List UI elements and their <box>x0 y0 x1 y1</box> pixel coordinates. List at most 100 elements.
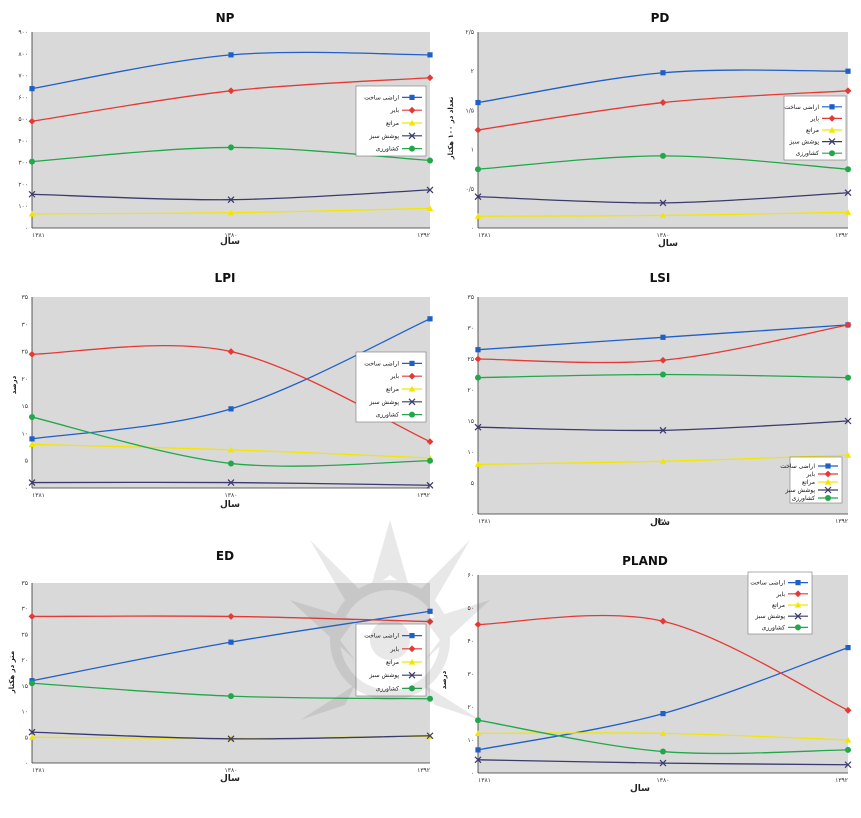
series-green <box>28 479 434 489</box>
legend-marker <box>408 372 416 380</box>
series-agri <box>475 152 851 173</box>
data-point <box>474 126 482 134</box>
chart-title: PD <box>651 11 670 25</box>
data-point <box>228 460 234 467</box>
data-point <box>845 645 851 651</box>
data-point <box>426 74 434 82</box>
data-point <box>660 152 666 159</box>
legend-label: کشاورزی <box>376 146 400 153</box>
legend-marker <box>824 478 832 485</box>
data-point <box>228 144 234 151</box>
y-axis-label: درصد <box>10 375 18 394</box>
data-point <box>475 347 481 353</box>
data-point <box>659 212 667 219</box>
legend-label: اراضی ساخت <box>784 104 819 111</box>
data-point <box>28 441 36 447</box>
legend-marker <box>828 138 836 146</box>
x-tick-label: ۱۳۹۲ <box>835 777 848 784</box>
series-built <box>475 645 851 753</box>
legend-marker <box>409 633 415 639</box>
y-tick-label: ۰ <box>25 485 28 492</box>
series-barren <box>474 87 852 134</box>
legend-marker <box>409 145 415 152</box>
x-tick-label: ۱۳۸۰ <box>657 777 670 784</box>
data-point <box>474 355 482 363</box>
data-point <box>427 52 433 58</box>
y-tick-label: ۴۰۰ <box>18 138 28 145</box>
data-point <box>28 613 36 620</box>
x-axis-label: سال <box>658 239 678 249</box>
y-tick-label: ۱/۵ <box>466 107 474 114</box>
legend-marker <box>828 126 836 133</box>
data-point <box>227 87 235 95</box>
x-tick-label: ۱۳۸۰ <box>225 232 238 239</box>
chart-lpi: LPI سال درصد ۰ ۵ ۱۰ ۱۵ ۲۰ ۲۵ ۳۰ ۳۵ ۱۳۸۱ ۱۳۸۰ ۱۳۹۲ اراض… <box>10 271 434 510</box>
data-point <box>474 461 482 467</box>
data-point <box>28 210 36 217</box>
data-point <box>660 70 666 76</box>
data-point <box>659 99 667 106</box>
legend-label: پوشش سبز <box>788 139 819 146</box>
data-point <box>227 613 235 620</box>
data-point <box>427 608 433 614</box>
data-point <box>844 417 852 425</box>
legend-marker <box>825 463 831 469</box>
data-point <box>474 423 482 431</box>
x-axis-label: سال <box>220 500 240 510</box>
data-point <box>845 68 851 74</box>
series-built <box>29 51 433 92</box>
legend: اراضی ساخت بایر مراتع پوشش سبز کشاورزی <box>355 351 427 423</box>
series-green <box>474 756 852 769</box>
data-point <box>844 87 852 95</box>
y-tick-label: ۲۵ <box>468 356 474 363</box>
data-point <box>659 617 667 625</box>
legend-label: بایر <box>810 115 820 122</box>
legend-marker <box>409 411 415 418</box>
legend-marker <box>409 94 415 100</box>
series-agri <box>475 717 851 755</box>
chart-title: PLAND <box>622 554 668 568</box>
legend: اراضی ساخت بایر مراتع پوشش سبز کشاورزی <box>355 85 427 157</box>
legend-label: مراتع <box>802 479 815 486</box>
data-point <box>475 99 481 106</box>
data-point <box>28 734 36 740</box>
data-point <box>845 374 851 381</box>
chart-pland: PLAND سال درصد ۰ ۱۰ ۲۰ ۳۰ ۴۰ ۵۰ ۶۰ ۱۳۸۱ ۱۳۸۰ ۱۳۹۲ ارا… <box>440 554 852 794</box>
y-tick-label: ۰ <box>471 511 474 518</box>
chart-lsi: LSI سال ۰ ۵ ۱۰ ۱۵ ۲۰ ۲۵ ۳۰ ۳۵ ۱۳۸۱ ۱۳۸۰ ۱۳۹۲ اراضی سا… <box>468 271 852 528</box>
y-tick-label: ۵۰۰ <box>18 116 28 123</box>
x-tick-label: ۱۳۸۰ <box>657 232 670 239</box>
y-tick-label: ۲۰ <box>468 704 474 711</box>
legend-label: مراتع <box>386 659 399 666</box>
y-tick-label: ۱۵ <box>22 683 28 690</box>
legend-marker <box>408 119 416 126</box>
series-barren <box>28 74 434 125</box>
legend-marker <box>408 671 416 679</box>
data-point <box>844 761 852 769</box>
y-tick-label: ۰ <box>471 225 474 232</box>
x-tick-label: ۱۳۸۱ <box>32 492 45 499</box>
data-point <box>659 458 667 464</box>
legend-label: پوشش سبز <box>368 133 399 140</box>
data-point <box>29 680 35 687</box>
y-tick-label: ۵ <box>471 480 474 487</box>
data-point <box>426 732 434 740</box>
x-axis-label: سال <box>220 774 240 784</box>
y-tick-label: ۶۰۰ <box>18 94 28 101</box>
chart-ed: ED سال متر در هکتار ۰ ۵ ۱۰ ۱۵ ۲۰ ۲۵ ۳۰ ۳۵ ۱۳۸۱ ۱۳۸۰ ۱… <box>8 549 434 784</box>
legend-marker <box>408 645 416 653</box>
y-tick-label: ۲۵ <box>22 349 28 356</box>
data-point <box>28 117 36 125</box>
y-tick-label: ۶۰ <box>468 572 474 579</box>
y-tick-label: ۳۰ <box>22 321 28 328</box>
series-pasture <box>474 451 852 467</box>
data-point <box>474 621 482 628</box>
x-tick-label: ۱۳۸۱ <box>32 767 45 774</box>
y-tick-label: ۵۰ <box>468 605 474 612</box>
legend-label: مراتع <box>386 120 399 127</box>
data-point <box>427 457 433 464</box>
legend-label: کشاورزی <box>376 412 400 419</box>
x-tick-label: ۱۳۸۱ <box>478 777 491 784</box>
data-point <box>844 189 852 197</box>
